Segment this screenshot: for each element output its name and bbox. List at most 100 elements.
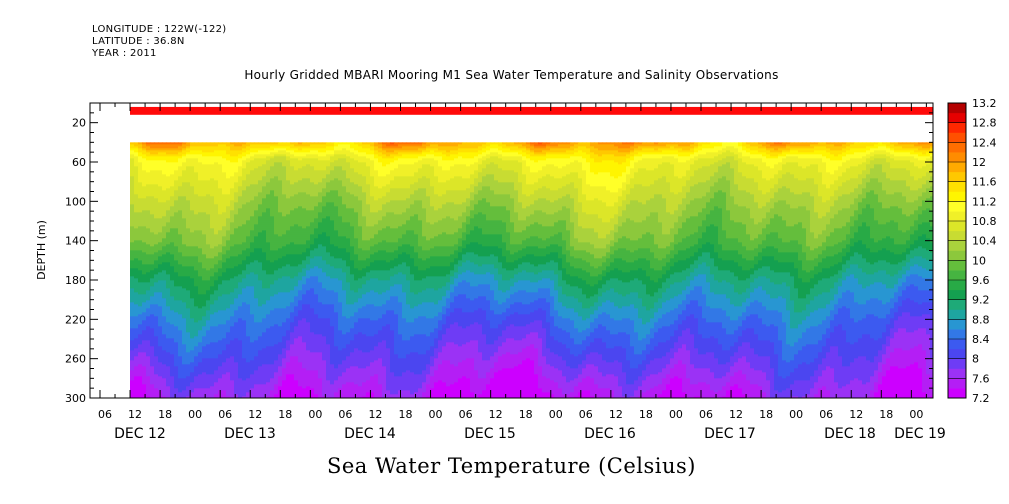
colorbar-label: 10 [972,254,986,267]
x-tick-label: 12 [128,408,142,421]
colorbar-label: 9.2 [972,294,990,307]
colorbar-label: 12.4 [972,136,997,149]
colorbar-swatch [948,339,966,350]
x-tick-label: 12 [368,408,382,421]
colorbar-label: 11.2 [972,195,997,208]
year-label: YEAR : 2011 [92,48,157,60]
variable-title: Sea Water Temperature (Celsius) [0,454,1009,478]
colorbar-label: 8.8 [972,313,990,326]
colorbar-swatch [948,319,966,330]
colorbar-label: 10.4 [972,235,997,248]
colorbar-swatch [948,191,966,202]
x-day-label: DEC 17 [704,426,756,442]
colorbar-swatch [948,201,966,212]
colorbar-swatch [948,142,966,153]
x-tick-label: 12 [248,408,262,421]
colorbar-swatch [948,122,966,133]
x-tick-label: 12 [609,408,623,421]
y-tick-label: 260 [65,353,86,366]
colorbar-swatch [948,260,966,271]
x-tick-label: 00 [909,408,923,421]
x-tick-label: 18 [759,408,773,421]
x-tick-label: 00 [789,408,803,421]
colorbar-swatch [948,221,966,232]
colorbar-swatch [948,171,966,182]
colorbar-swatch [948,103,966,114]
colorbar-swatch [948,299,966,310]
colorbar-swatch [948,358,966,369]
colorbar-label: 8.4 [972,333,990,346]
y-tick-label: 180 [65,274,86,287]
colorbar-swatch [948,152,966,163]
colorbar-swatch [948,132,966,143]
y-axis: 20 60 100 140 180 220 260 300 [65,102,933,405]
x-tick-label: 00 [549,408,563,421]
x-tick-label: 06 [699,408,713,421]
x-tick-label: 18 [519,408,533,421]
colorbar-swatch [948,211,966,222]
x-tick-label: 06 [338,408,352,421]
x-day-label: DEC 18 [824,426,876,442]
x-tick-label: 12 [729,408,743,421]
colorbar-swatch [948,270,966,281]
x-tick-label: 00 [669,408,683,421]
colorbar-swatch [948,348,966,359]
colorbar-label: 13.2 [972,97,997,110]
colorbar-swatch [948,289,966,300]
x-tick-label: 00 [188,408,202,421]
colorbar-swatch [948,368,966,379]
x-tick-label: 00 [308,408,322,421]
x-tick-label: 18 [639,408,653,421]
x-day-label: DEC 15 [464,426,516,442]
temperature-field [130,106,933,398]
colorbar-label: 11.6 [972,176,997,189]
x-tick-label: 12 [849,408,863,421]
y-tick-label: 100 [65,195,86,208]
x-tick-label: 06 [98,408,112,421]
x-day-label: DEC 13 [224,426,276,442]
x-tick-label: 18 [879,408,893,421]
x-tick-label: 06 [218,408,232,421]
x-day-label: DEC 19 [894,426,946,442]
colorbar-swatch [948,250,966,261]
y-tick-label: 300 [65,392,86,405]
colorbar-label: 12.8 [972,117,997,130]
x-tick-label: 06 [459,408,473,421]
colorbar-label: 8 [972,353,979,366]
colorbar-label: 7.2 [972,392,990,405]
x-tick-label: 18 [278,408,292,421]
colorbar-label: 9.6 [972,274,990,287]
colorbar-swatch [948,378,966,389]
colorbar-swatch [948,240,966,251]
y-tick-label: 20 [72,117,86,130]
y-tick-label: 140 [65,235,86,248]
colorbar-swatch [948,388,966,399]
x-tick-label: 12 [489,408,503,421]
colorbar-swatch [948,309,966,320]
x-day-label: DEC 16 [584,426,636,442]
x-tick-label: 18 [158,408,172,421]
x-tick-label: 06 [579,408,593,421]
colorbar-swatch [948,280,966,291]
colorbar-swatch [948,162,966,173]
x-tick-label: 06 [819,408,833,421]
y-axis-label: DEPTH (m) [35,220,48,280]
x-day-label: DEC 12 [114,426,166,442]
colorbar-swatch [948,329,966,340]
x-tick-label: 00 [429,408,443,421]
latitude-label: LATITUDE : 36.8N [92,36,185,48]
surface-band [130,106,933,115]
x-axis: 06 12 18 00 06 12 18 00 06 12 18 00 06 12 18 00 06 12 18 00… [98,103,946,442]
colorbar-swatch [948,112,966,123]
chart-title: Hourly Gridded MBARI Mooring M1 Sea Wate… [0,68,1009,82]
longitude-label: LONGITUDE : 122W(-122) [92,24,227,36]
colorbar-swatch [948,181,966,192]
x-tick-label: 18 [399,408,413,421]
colorbar-swatch [948,230,966,241]
x-day-label: DEC 14 [344,426,396,442]
colorbar: 13.2 12.8 12.4 12 11.6 11.2 10.8 10.4 10 9.6 9.2 8.… [947,97,997,405]
y-tick-label: 220 [65,313,86,326]
colorbar-label: 10.8 [972,215,997,228]
colorbar-label: 7.6 [972,372,990,385]
